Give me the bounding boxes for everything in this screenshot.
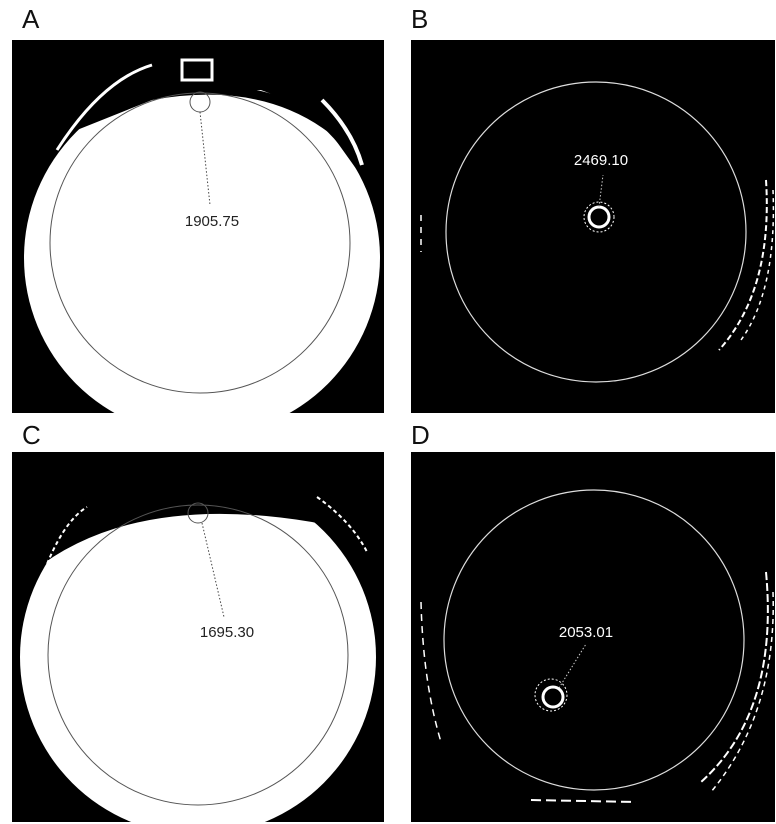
measurement: 2053.01 <box>559 624 613 641</box>
image-panel: 2469.10 <box>411 40 775 413</box>
measurement: 1905.75 <box>185 213 239 230</box>
panel-label: B <box>411 4 428 35</box>
image-panel: 2053.01 <box>411 452 775 822</box>
panel-label: D <box>411 420 430 451</box>
page: A B C D 1905.75 2469.10 1695.30 2053.01 … <box>0 0 776 824</box>
measurement: 1695.30 <box>200 624 254 641</box>
measurement: 2469.10 <box>574 152 628 169</box>
panel-label: A <box>22 4 39 35</box>
image-panel: 1695.30 <box>12 452 384 822</box>
image-panel: 1905.75 <box>12 40 384 413</box>
panel-label: C <box>22 420 41 451</box>
